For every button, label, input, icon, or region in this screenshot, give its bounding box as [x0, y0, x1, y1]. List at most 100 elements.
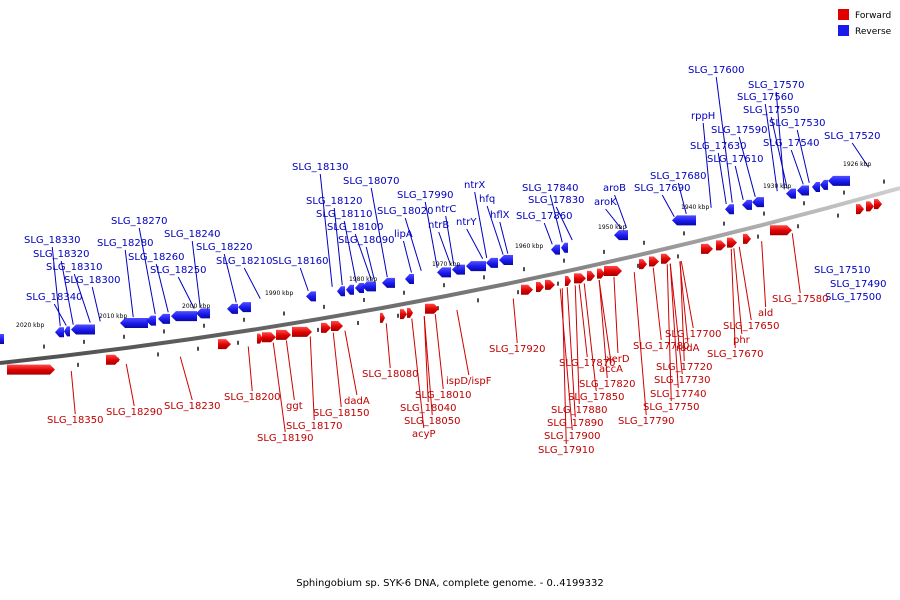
- gene-arrow-reverse[interactable]: [306, 291, 316, 302]
- gene-label-forward: xerD: [606, 354, 630, 365]
- gene-arrow-forward[interactable]: [597, 268, 605, 279]
- gene-arrow-forward[interactable]: [874, 199, 882, 210]
- gene-label-reverse: SLG_18100: [327, 222, 383, 233]
- gene-arrow-reverse[interactable]: [486, 257, 498, 268]
- gene-arrow-reverse[interactable]: [171, 311, 197, 322]
- gene-label-forward: SLG_17850: [568, 392, 624, 403]
- leader-line: [543, 222, 553, 245]
- gene-arrow-reverse[interactable]: [238, 302, 251, 313]
- gene-arrow-reverse[interactable]: [71, 324, 95, 335]
- gene-arrow-forward[interactable]: [743, 233, 751, 244]
- gene-arrow-reverse[interactable]: [362, 281, 376, 292]
- leader-line: [333, 207, 343, 286]
- gene-arrow-forward[interactable]: [587, 270, 595, 281]
- gene-arrow-reverse[interactable]: [452, 264, 465, 275]
- leader-line: [680, 260, 694, 329]
- gene-label-reverse: SLG_17830: [528, 195, 584, 206]
- leader-line: [790, 149, 804, 185]
- gene-arrow-forward[interactable]: [331, 320, 343, 331]
- gene-arrow-reverse[interactable]: [158, 313, 170, 324]
- leader-line: [764, 103, 778, 192]
- gene-arrow-forward[interactable]: [292, 326, 312, 337]
- leader-line: [669, 263, 679, 389]
- gene-arrow-reverse[interactable]: [499, 255, 513, 266]
- gene-arrow-forward[interactable]: [407, 307, 413, 318]
- gene-arrow-forward[interactable]: [770, 225, 792, 236]
- gene-arrow-reverse[interactable]: [146, 315, 156, 326]
- leader-line: [247, 346, 253, 392]
- gene-arrow-reverse[interactable]: [466, 261, 486, 272]
- gene-arrow-forward[interactable]: [649, 256, 659, 267]
- leader-line: [652, 267, 662, 341]
- gene-label-reverse: SLG_18340: [26, 292, 82, 303]
- gene-arrow-reverse[interactable]: [812, 182, 820, 193]
- gene-arrow-forward[interactable]: [321, 322, 331, 333]
- gene-arrow-reverse[interactable]: [437, 267, 451, 278]
- leader-line: [512, 298, 518, 344]
- gene-label-forward: SLG_18010: [415, 390, 471, 401]
- gene-label-forward: SLG_17650: [723, 321, 779, 332]
- leader-line: [60, 260, 74, 325]
- gene-arrow-reverse[interactable]: [55, 327, 64, 338]
- gene-arrow-forward[interactable]: [565, 275, 571, 286]
- gene-arrow-reverse[interactable]: [614, 230, 628, 241]
- gene-arrow-forward[interactable]: [257, 333, 263, 344]
- gene-label-forward: SLG_18080: [362, 369, 418, 380]
- gene-arrow-reverse[interactable]: [382, 277, 395, 288]
- gene-arrow-forward[interactable]: [701, 243, 713, 254]
- gene-arrow-reverse[interactable]: [828, 175, 850, 186]
- gene-arrow-forward[interactable]: [604, 265, 622, 276]
- leader-line: [566, 287, 576, 418]
- gene-label-reverse: SLG_17500: [825, 292, 881, 303]
- gene-arrow-reverse[interactable]: [820, 179, 828, 190]
- gene-arrow-forward[interactable]: [106, 354, 120, 365]
- gene-arrow-forward[interactable]: [521, 284, 533, 295]
- gene-arrow-reverse[interactable]: [786, 188, 796, 199]
- gene-arrow-reverse[interactable]: [355, 283, 364, 294]
- gene-arrow-forward[interactable]: [545, 279, 555, 290]
- leader-line: [791, 233, 801, 294]
- gene-arrow-reverse[interactable]: [725, 204, 734, 215]
- gene-arrow-reverse[interactable]: [797, 185, 809, 196]
- gene-arrow-forward[interactable]: [276, 329, 291, 340]
- gene-arrow-reverse[interactable]: [120, 317, 148, 328]
- leader-line: [661, 194, 675, 217]
- gene-arrow-reverse[interactable]: [346, 284, 354, 295]
- gene-arrow-forward[interactable]: [262, 332, 276, 343]
- legend-swatch-reverse: [838, 25, 849, 36]
- gene-label-forward: SLG_18190: [257, 433, 313, 444]
- gene-arrow-forward[interactable]: [727, 237, 737, 248]
- genome-axis: [0, 186, 900, 365]
- gene-label-forward: ggt: [286, 401, 303, 412]
- gene-arrow-reverse[interactable]: [752, 197, 764, 208]
- gene-arrow-reverse[interactable]: [405, 273, 414, 284]
- gene-arrow-reverse[interactable]: [227, 303, 238, 314]
- gene-arrow-forward[interactable]: [574, 273, 586, 284]
- gene-arrow-reverse[interactable]: [0, 334, 4, 344]
- gene-arrow-reverse[interactable]: [64, 326, 70, 337]
- gene-arrow-reverse[interactable]: [196, 308, 210, 319]
- gene-arrow-forward[interactable]: [7, 364, 55, 375]
- gene-arrow-forward[interactable]: [218, 339, 231, 350]
- gene-label-reverse: SLG_17570: [748, 80, 804, 91]
- gene-arrow-forward[interactable]: [866, 201, 874, 212]
- gene-arrow-forward[interactable]: [380, 312, 385, 323]
- leader-line: [438, 231, 452, 266]
- gene-label-reverse: lipA: [394, 229, 413, 240]
- gene-arrow-reverse[interactable]: [742, 199, 752, 210]
- gene-arrow-forward[interactable]: [425, 303, 439, 314]
- gene-arrow-forward[interactable]: [400, 309, 407, 320]
- gene-arrow-reverse[interactable]: [551, 244, 560, 255]
- gene-arrow-reverse[interactable]: [672, 215, 696, 226]
- gene-arrow-reverse[interactable]: [337, 286, 345, 297]
- gene-arrow-forward[interactable]: [661, 253, 671, 264]
- gene-arrow-reverse[interactable]: [561, 242, 568, 253]
- gene-arrow-forward[interactable]: [536, 281, 544, 292]
- leader-line: [578, 284, 588, 358]
- gene-label-forward: SLG_17730: [654, 375, 710, 386]
- gene-arrow-forward[interactable]: [639, 259, 647, 270]
- gene-label-forward: SLG_17790: [618, 416, 674, 427]
- gene-arrow-forward[interactable]: [856, 204, 864, 215]
- gene-arrows: [0, 175, 882, 375]
- gene-arrow-forward[interactable]: [716, 240, 726, 251]
